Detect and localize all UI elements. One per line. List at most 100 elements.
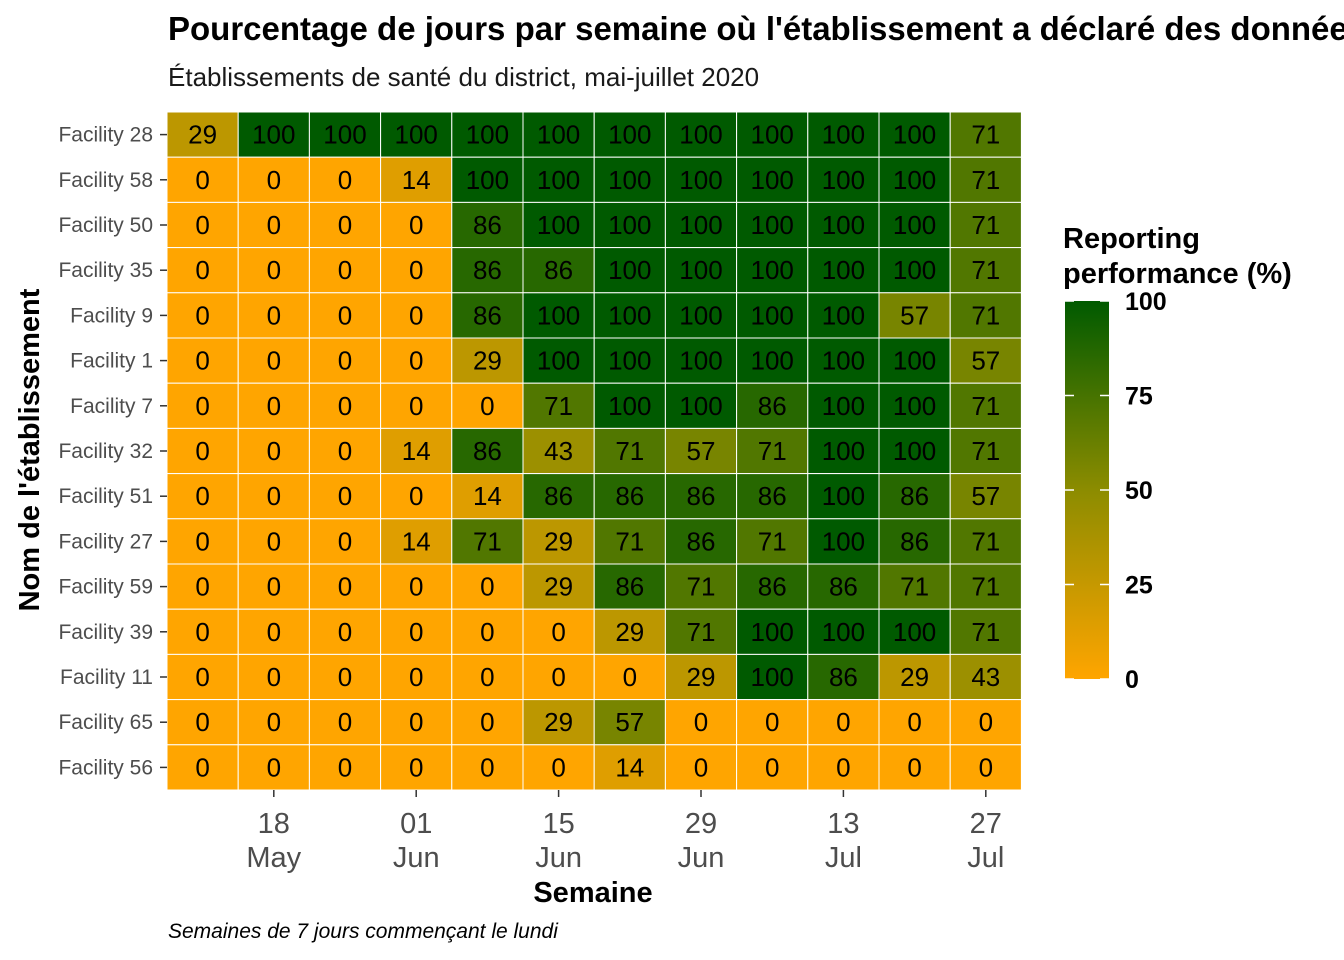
heatmap-cell bbox=[664, 563, 738, 610]
cell-value-label: 0 bbox=[338, 526, 352, 556]
heatmap-cell bbox=[878, 608, 951, 655]
cell-value-label: 0 bbox=[551, 617, 565, 647]
cell-value-label: 0 bbox=[195, 210, 209, 240]
heatmap-cell bbox=[949, 111, 1022, 158]
cell-value-label: 100 bbox=[395, 120, 438, 150]
cell-value-label: 29 bbox=[473, 346, 502, 376]
cell-value-label: 71 bbox=[615, 436, 644, 466]
heatmap-cell bbox=[736, 292, 809, 339]
cell-value-label: 100 bbox=[679, 300, 722, 330]
heatmap-cell bbox=[664, 201, 738, 249]
heatmap-cell bbox=[237, 156, 310, 203]
heatmap-cell bbox=[380, 653, 453, 701]
cell-value-label: 86 bbox=[687, 481, 716, 511]
heatmap-cell bbox=[664, 337, 738, 384]
heatmap-cell bbox=[878, 111, 951, 158]
heatmap-cell bbox=[380, 744, 453, 791]
heatmap-cell bbox=[664, 744, 738, 791]
heatmap-cell bbox=[380, 337, 453, 384]
cell-value-label: 0 bbox=[338, 617, 352, 647]
cell-value-label: 100 bbox=[466, 120, 509, 150]
cell-value-label: 71 bbox=[473, 526, 502, 556]
cell-value-label: 0 bbox=[836, 707, 850, 737]
cell-value-label: 0 bbox=[195, 662, 209, 692]
heatmap-cell bbox=[593, 247, 666, 294]
color-legend: Reporting performance (%) 0 25 50 75 100 bbox=[1063, 223, 1292, 694]
cell-value-label: 0 bbox=[195, 255, 209, 285]
cell-value-label: 0 bbox=[267, 662, 281, 692]
x-tick-label-day: 27 bbox=[970, 808, 1002, 840]
cell-value-label: 0 bbox=[338, 210, 352, 240]
heatmap-cell bbox=[380, 563, 453, 610]
cell-value-label: 100 bbox=[893, 391, 936, 421]
heatmap-cell bbox=[878, 563, 951, 610]
heatmap-cell bbox=[308, 382, 382, 429]
cell-value-label: 86 bbox=[544, 255, 573, 285]
x-tick-label-month: May bbox=[246, 842, 301, 874]
heatmap-cell bbox=[308, 744, 382, 791]
cell-value-label: 100 bbox=[679, 120, 722, 150]
cell-value-label: 0 bbox=[338, 662, 352, 692]
cell-value-label: 0 bbox=[267, 391, 281, 421]
cell-value-label: 14 bbox=[473, 481, 502, 511]
cell-value-label: 86 bbox=[687, 526, 716, 556]
cell-value-label: 71 bbox=[758, 526, 787, 556]
cell-value-label: 100 bbox=[608, 346, 651, 376]
cell-value-label: 29 bbox=[544, 526, 573, 556]
y-tick-label: Facility 56 bbox=[58, 756, 153, 779]
cell-value-label: 100 bbox=[822, 165, 865, 195]
cell-value-label: 100 bbox=[608, 300, 651, 330]
legend-tick-label: 75 bbox=[1125, 383, 1153, 411]
cell-value-label: 100 bbox=[608, 255, 651, 285]
cell-value-label: 100 bbox=[679, 255, 722, 285]
heatmap-cell bbox=[308, 699, 382, 746]
cell-value-label: 14 bbox=[615, 752, 644, 782]
cell-value-label: 0 bbox=[267, 255, 281, 285]
heatmap-cell bbox=[949, 563, 1022, 610]
x-tick-label-month: Jul bbox=[825, 842, 862, 874]
cell-value-label: 0 bbox=[907, 707, 921, 737]
y-tick-label: Facility 1 bbox=[70, 350, 153, 373]
heatmap-cell bbox=[451, 563, 524, 610]
heatmap-cell bbox=[237, 247, 310, 294]
cell-value-label: 0 bbox=[338, 346, 352, 376]
y-tick-label: Facility 7 bbox=[70, 395, 153, 418]
legend-title-line1: Reporting bbox=[1063, 223, 1200, 255]
cell-value-label: 0 bbox=[338, 300, 352, 330]
cell-value-label: 0 bbox=[195, 165, 209, 195]
cell-value-label: 100 bbox=[323, 120, 366, 150]
cell-value-label: 100 bbox=[751, 300, 794, 330]
cell-value-label: 100 bbox=[608, 210, 651, 240]
legend-title-line2: performance (%) bbox=[1063, 258, 1292, 290]
cell-value-label: 100 bbox=[893, 436, 936, 466]
x-tick-label-day: 18 bbox=[258, 808, 290, 840]
cell-value-label: 100 bbox=[822, 617, 865, 647]
heatmap-cell bbox=[878, 518, 951, 565]
y-axis: Facility 28 Facility 58 Facility 50 Facilit… bbox=[58, 124, 167, 779]
y-tick-label: Facility 39 bbox=[58, 621, 153, 644]
cell-value-label: 0 bbox=[623, 662, 637, 692]
cell-value-label: 86 bbox=[900, 526, 929, 556]
cell-value-label: 100 bbox=[537, 300, 580, 330]
heatmap-cell bbox=[807, 563, 880, 610]
heatmap-cell bbox=[593, 382, 666, 429]
legend-tick-label: 100 bbox=[1125, 288, 1167, 316]
cell-value-label: 71 bbox=[971, 617, 1000, 647]
heatmap-cell bbox=[807, 337, 880, 384]
cell-value-label: 0 bbox=[338, 436, 352, 466]
cell-value-label: 0 bbox=[480, 662, 494, 692]
cell-value-label: 14 bbox=[402, 165, 431, 195]
cell-value-label: 71 bbox=[687, 572, 716, 602]
x-tick-label-day: 01 bbox=[400, 808, 432, 840]
cell-value-label: 0 bbox=[409, 617, 423, 647]
cell-value-label: 0 bbox=[338, 391, 352, 421]
y-tick-label: Facility 65 bbox=[58, 711, 153, 734]
y-tick-label: Facility 28 bbox=[58, 124, 153, 147]
cell-value-label: 100 bbox=[751, 662, 794, 692]
cell-value-label: 71 bbox=[900, 572, 929, 602]
cell-value-label: 14 bbox=[402, 526, 431, 556]
cell-value-label: 100 bbox=[893, 120, 936, 150]
heatmap-cell bbox=[522, 608, 595, 655]
heatmap-cell bbox=[451, 292, 524, 339]
chart-caption: Semaines de 7 jours commençant le lundi bbox=[168, 920, 558, 943]
